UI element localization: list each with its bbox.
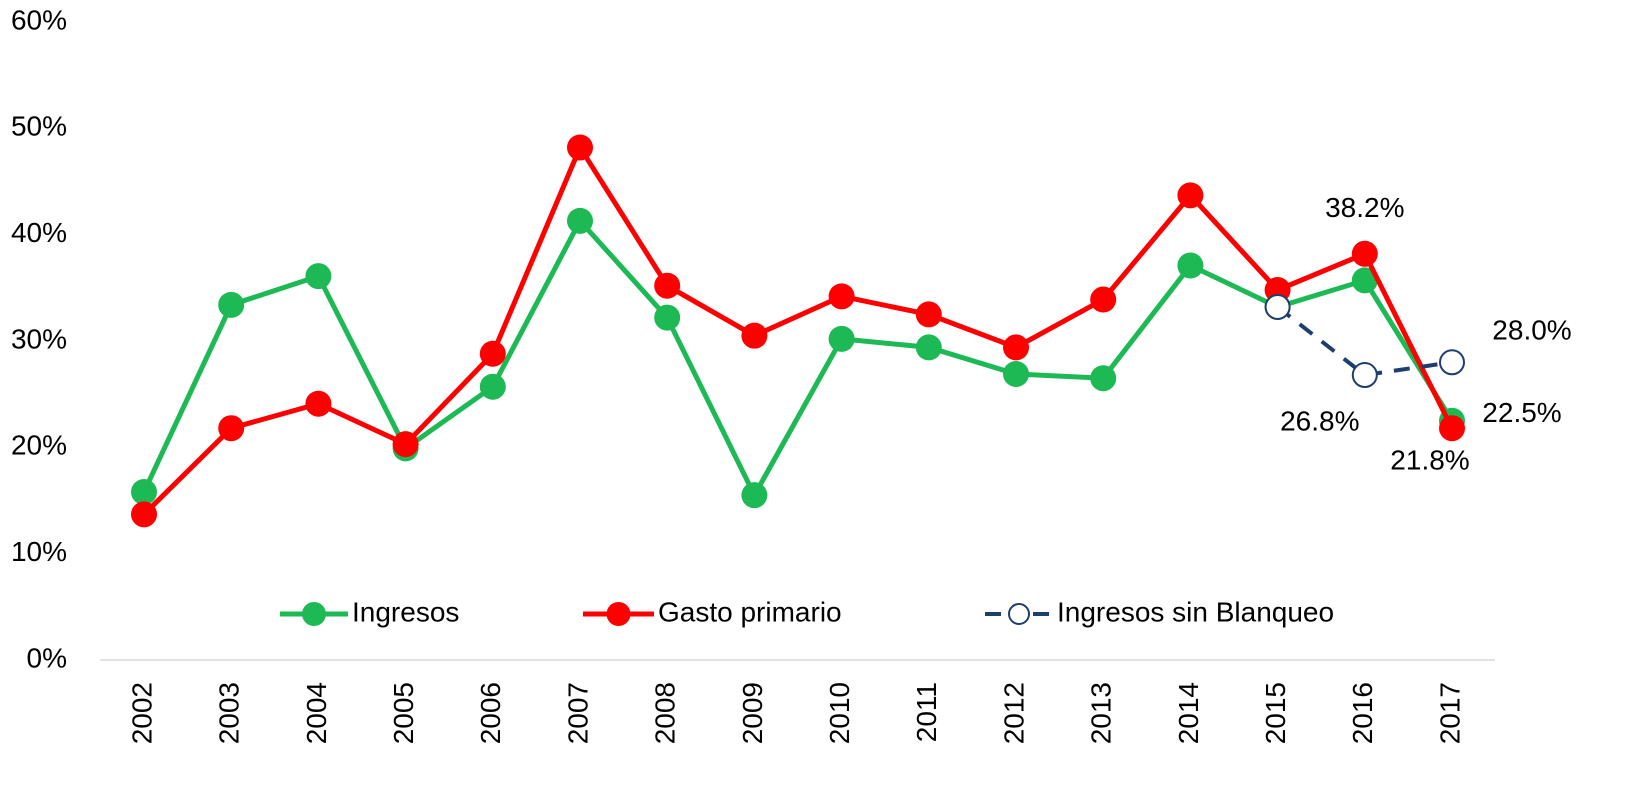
x-tick-label: 2015 xyxy=(1260,682,1291,744)
x-tick-label: 2012 xyxy=(998,682,1029,744)
marker xyxy=(915,301,942,328)
x-tick-label: 2003 xyxy=(214,682,245,744)
x-tick-label: 2011 xyxy=(911,682,942,742)
y-tick-label: 10% xyxy=(11,536,67,567)
marker xyxy=(1177,182,1204,209)
data-label: 38.2% xyxy=(1325,192,1404,223)
marker xyxy=(828,283,855,310)
marker xyxy=(218,291,245,318)
data-label: 21.8% xyxy=(1390,445,1469,476)
data-label: 22.5% xyxy=(1482,397,1561,428)
marker xyxy=(305,390,332,417)
y-tick-label: 20% xyxy=(11,430,67,461)
y-tick-label: 40% xyxy=(11,217,67,248)
x-tick-label: 2002 xyxy=(126,682,157,744)
x-tick-label: 2007 xyxy=(562,682,593,744)
y-tick-label: 60% xyxy=(11,4,67,35)
y-tick-label: 0% xyxy=(27,642,67,673)
x-tick-label: 2004 xyxy=(301,682,332,744)
marker xyxy=(1439,349,1465,376)
marker xyxy=(915,334,942,361)
x-tick-label: 2017 xyxy=(1434,682,1465,744)
marker xyxy=(1439,415,1465,442)
legend-marker xyxy=(302,602,326,626)
data-label: 28.0% xyxy=(1492,315,1571,346)
marker xyxy=(567,207,593,234)
data-label: 26.8% xyxy=(1280,405,1359,436)
x-tick-label: 2016 xyxy=(1347,682,1378,744)
marker xyxy=(741,482,768,509)
marker xyxy=(1351,267,1378,294)
series-line xyxy=(141,216,1455,501)
marker xyxy=(479,373,506,400)
marker xyxy=(1264,293,1291,320)
marker xyxy=(479,340,506,367)
legend-label: Ingresos xyxy=(352,596,459,627)
marker xyxy=(567,134,593,161)
marker xyxy=(1351,362,1378,389)
marker xyxy=(1351,240,1378,267)
marker xyxy=(1177,252,1204,279)
marker xyxy=(1090,365,1117,392)
marker xyxy=(1090,286,1117,313)
legend-label: Gasto primario xyxy=(658,596,842,627)
marker xyxy=(131,501,157,528)
x-tick-label: 2010 xyxy=(824,682,855,744)
marker xyxy=(828,325,855,352)
x-tick-label: 2006 xyxy=(475,682,506,744)
marker xyxy=(218,415,245,442)
legend-marker xyxy=(1008,603,1030,625)
marker xyxy=(654,304,681,331)
x-tick-label: 2013 xyxy=(1086,682,1117,744)
series-line xyxy=(1276,305,1453,378)
series-line xyxy=(142,142,1455,517)
legend-label: Ingresos sin Blanqueo xyxy=(1057,596,1334,627)
x-tick-label: 2009 xyxy=(737,682,768,744)
x-tick-label: 2008 xyxy=(650,682,681,744)
marker xyxy=(305,263,332,290)
marker xyxy=(654,272,681,299)
marker xyxy=(1003,334,1029,361)
marker xyxy=(131,478,157,505)
marker xyxy=(392,431,419,458)
legend-marker xyxy=(606,602,631,626)
marker xyxy=(1003,360,1029,387)
x-tick-label: 2005 xyxy=(388,682,419,744)
y-tick-label: 30% xyxy=(11,323,67,354)
y-tick-label: 50% xyxy=(11,111,67,142)
marker xyxy=(741,322,768,349)
x-tick-label: 2014 xyxy=(1173,682,1204,744)
